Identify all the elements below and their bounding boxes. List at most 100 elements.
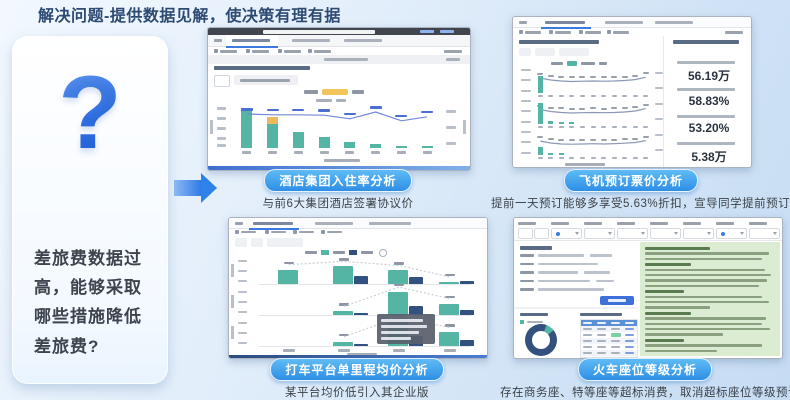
x-axis-tick bbox=[548, 156, 554, 159]
cell bbox=[583, 327, 592, 330]
point-label bbox=[579, 138, 586, 141]
tool-icon bbox=[579, 30, 583, 34]
header-cell bbox=[597, 321, 606, 324]
pill-1 bbox=[519, 48, 531, 56]
screenshot-hotel-dashboard bbox=[207, 27, 471, 171]
donut-chart bbox=[525, 324, 557, 356]
x-axis-tick bbox=[319, 151, 329, 154]
text-skeleton bbox=[315, 221, 353, 225]
point-label bbox=[579, 76, 586, 79]
point-label bbox=[632, 137, 639, 140]
point-label bbox=[558, 107, 565, 110]
row-key bbox=[520, 288, 534, 291]
text-skeleton bbox=[220, 49, 237, 53]
text-skeleton bbox=[240, 78, 290, 82]
flight-mini-plot bbox=[535, 100, 651, 124]
legend-label bbox=[304, 90, 318, 94]
table-row bbox=[581, 338, 637, 344]
y2-axis-tick bbox=[655, 72, 663, 75]
x-axis-tick bbox=[396, 151, 406, 154]
text-skeleton bbox=[440, 30, 454, 33]
analysis-line-skeleton bbox=[645, 284, 760, 288]
filter-label bbox=[683, 222, 701, 225]
filter-label bbox=[716, 222, 734, 225]
y-axis-tick bbox=[521, 152, 531, 155]
header-cell bbox=[611, 321, 620, 324]
line-data-label bbox=[369, 106, 382, 109]
analysis-line-skeleton bbox=[645, 268, 765, 271]
analysis-line-skeleton bbox=[645, 322, 762, 325]
point-label bbox=[558, 138, 565, 141]
table-panel-title bbox=[580, 313, 622, 317]
text-skeleton bbox=[525, 30, 541, 34]
bar-label bbox=[338, 258, 349, 261]
chevron-down-icon bbox=[641, 232, 645, 235]
x-axis-tick bbox=[611, 156, 617, 159]
y2-axis-tick bbox=[446, 126, 456, 129]
point-label bbox=[621, 138, 628, 141]
x-axis-tick bbox=[443, 349, 456, 352]
bar-label bbox=[393, 284, 404, 287]
bar bbox=[292, 132, 304, 148]
confirm-button bbox=[600, 296, 634, 305]
x-axis-tick bbox=[632, 94, 638, 97]
y-axis-tick bbox=[217, 127, 226, 130]
flight-caption: 提前一天预订能够多享受5.63%折扣，宣导同学提前预订 bbox=[491, 198, 790, 210]
cell bbox=[597, 333, 606, 336]
x-axis-tick bbox=[371, 151, 381, 154]
row-value bbox=[538, 288, 604, 291]
x-axis-tick bbox=[643, 125, 649, 128]
analysis-line-skeleton bbox=[645, 317, 766, 320]
line-series bbox=[540, 108, 646, 114]
bar-label bbox=[393, 262, 404, 265]
donut-panel-title bbox=[520, 313, 548, 317]
text-skeleton bbox=[599, 62, 607, 65]
text-skeleton bbox=[336, 99, 346, 102]
line-series bbox=[540, 140, 646, 145]
x-axis-tick bbox=[268, 151, 278, 154]
text-skeleton bbox=[725, 30, 743, 34]
page-title: 解决问题-提供数据见解，使决策有理有据 bbox=[38, 8, 341, 25]
tool-icon bbox=[265, 230, 269, 234]
point-label bbox=[642, 135, 649, 138]
x-axis-tick bbox=[590, 94, 596, 97]
text-skeleton bbox=[333, 251, 345, 254]
point-label bbox=[537, 73, 544, 76]
point-label bbox=[621, 75, 628, 78]
line-data-label bbox=[421, 110, 434, 114]
text-skeleton bbox=[292, 39, 330, 42]
bar bbox=[370, 144, 382, 148]
bar-teal bbox=[387, 292, 408, 315]
cell bbox=[583, 339, 592, 342]
status-cell-green bbox=[611, 333, 621, 337]
home-icon bbox=[214, 39, 222, 42]
point-label bbox=[537, 136, 544, 139]
point-label bbox=[590, 76, 596, 78]
text-skeleton bbox=[655, 20, 693, 24]
text-skeleton bbox=[446, 58, 460, 61]
bar-teal bbox=[387, 270, 408, 284]
bar bbox=[241, 108, 253, 148]
y-axis-title bbox=[210, 120, 213, 134]
train-badge: 火车座位等级分析 bbox=[577, 358, 712, 381]
tool-icon bbox=[293, 230, 297, 234]
chevron-down-icon bbox=[674, 232, 678, 235]
tool-icon bbox=[549, 30, 553, 34]
bar-label bbox=[338, 303, 349, 306]
analysis-line-skeleton bbox=[645, 252, 769, 255]
cell bbox=[597, 345, 606, 348]
filter-label bbox=[584, 222, 602, 225]
x-axis-tick bbox=[548, 94, 554, 97]
home-icon bbox=[235, 221, 243, 225]
list-panel-title bbox=[520, 246, 552, 250]
legend-chip-navy bbox=[349, 250, 357, 255]
row-value-2 bbox=[584, 271, 610, 274]
button-label-skeleton bbox=[608, 299, 626, 302]
question-card: ? 差旅费数据过高，能够采取哪些措施降低差旅费? bbox=[12, 36, 168, 384]
screenshot-flight-dashboard: 56.19万 58.83% 53.20% 5.38万 bbox=[512, 16, 752, 168]
filter-select bbox=[584, 228, 615, 239]
y-axis-tick bbox=[521, 121, 531, 124]
filter-select bbox=[551, 228, 582, 239]
x-axis-tick bbox=[537, 156, 543, 159]
x-axis-tick bbox=[601, 156, 607, 159]
